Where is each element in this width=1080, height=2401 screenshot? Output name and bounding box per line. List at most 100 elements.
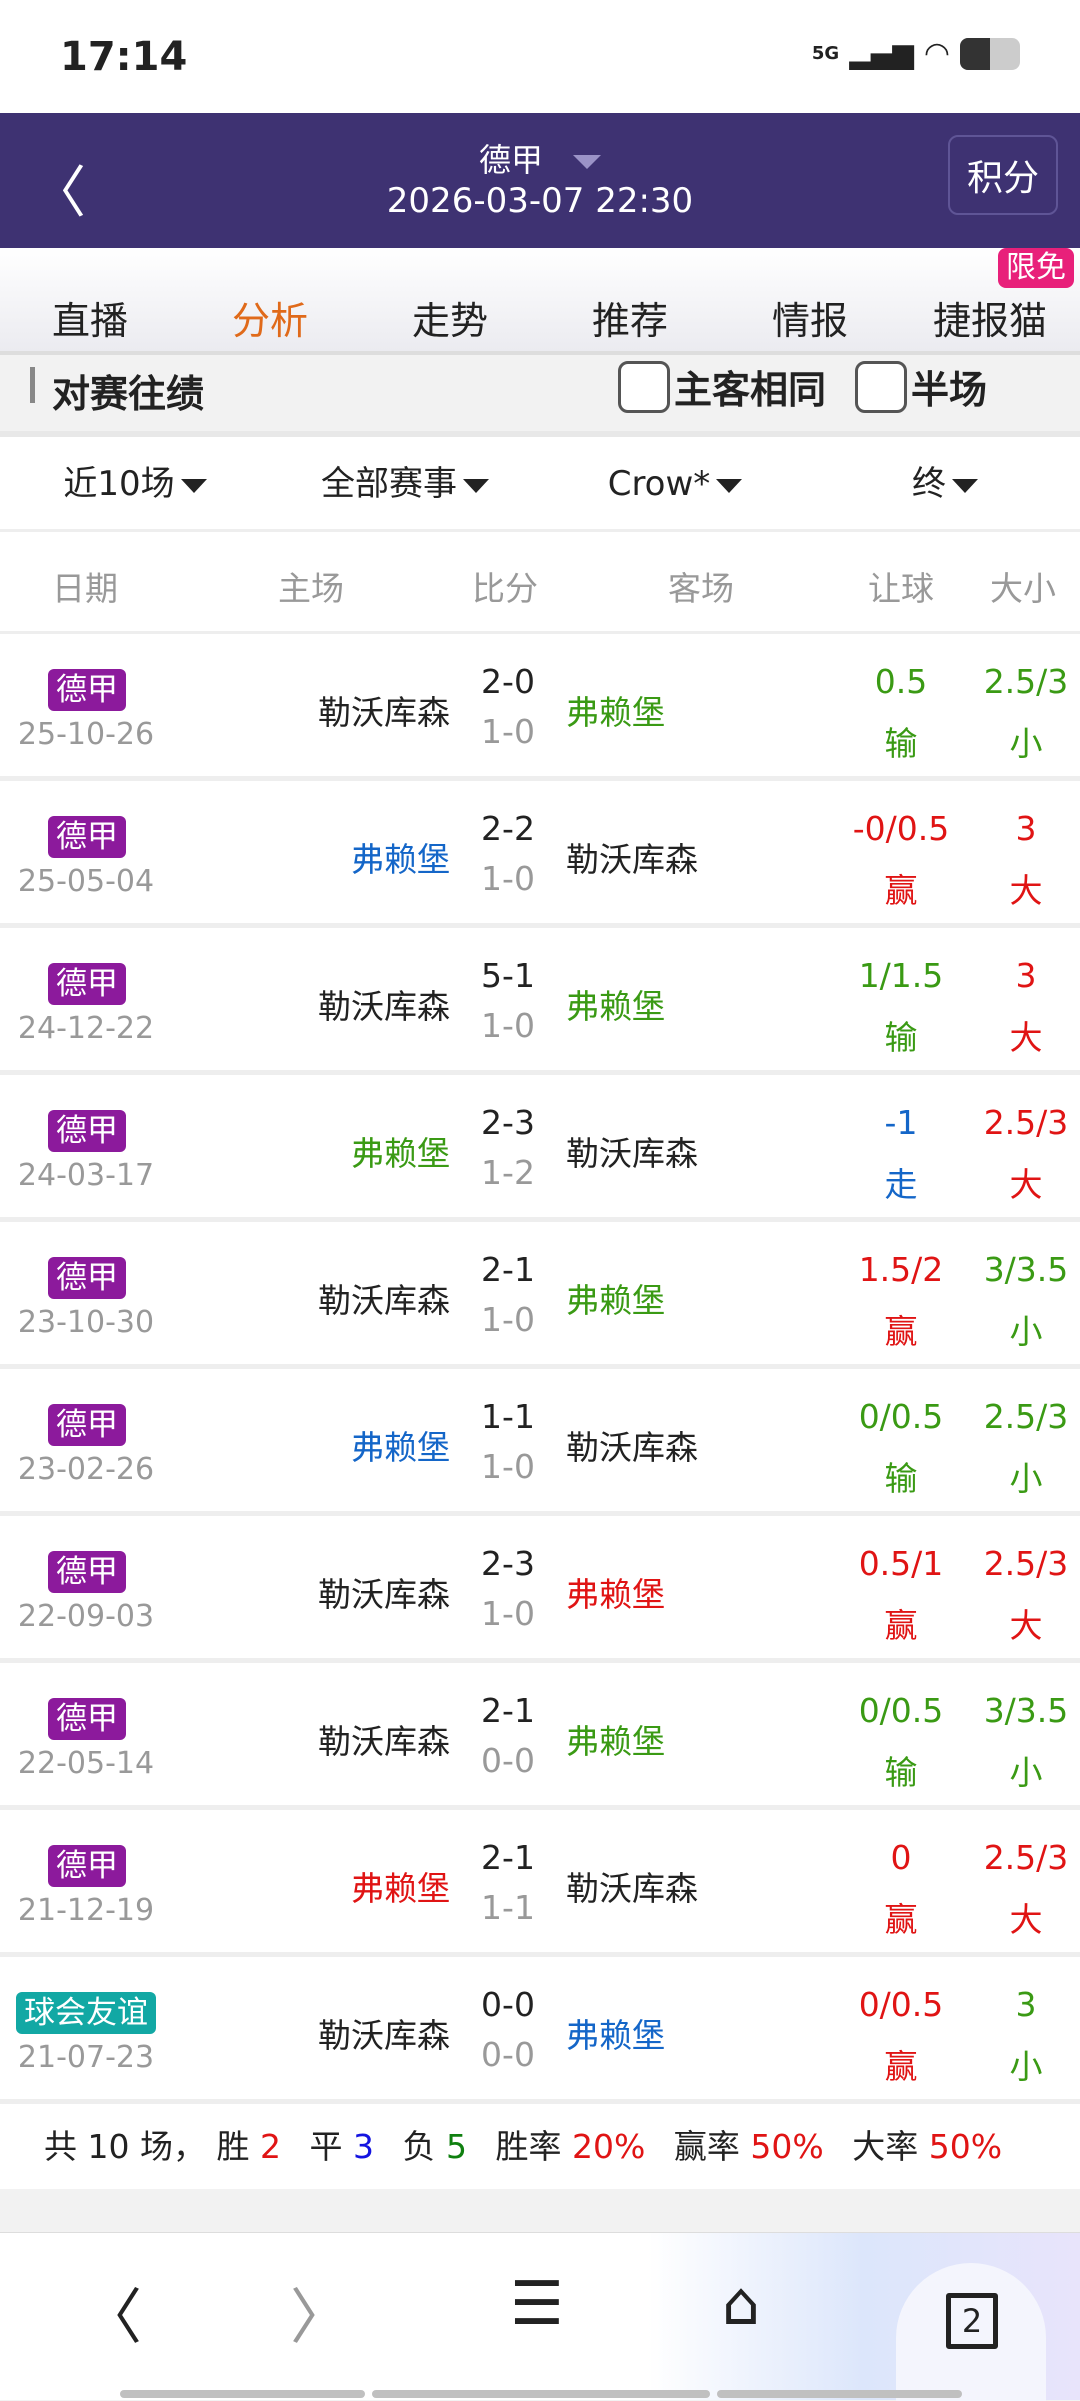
away-team[interactable]: 勒沃库森	[566, 1134, 698, 1173]
half-time-checkbox[interactable]: 半场	[855, 359, 987, 414]
match-header: 〈 德甲 2026-03-07 22:30 积分	[0, 113, 1080, 248]
handicap-result: 输	[884, 1459, 918, 1498]
handicap-result: 赢	[884, 1312, 918, 1351]
checkbox-label: 主客相同	[674, 368, 827, 412]
ou-result: 大	[1009, 1018, 1043, 1057]
league-badge: 德甲	[48, 816, 126, 858]
status-icons: 5G ▂▄▆ ◠	[812, 36, 1020, 71]
home-team[interactable]: 弗赖堡	[351, 840, 450, 879]
handicap-result: 赢	[884, 1606, 918, 1645]
ou-line: 3	[1015, 956, 1037, 995]
ou-line: 3	[1015, 1985, 1037, 2024]
scroll-indicator	[120, 2390, 365, 2398]
table-row[interactable]: 德甲 22-09-03 勒沃库森 2-3 1-0 弗赖堡 0.5/1 赢 2.5…	[0, 1516, 1080, 1663]
league-badge: 德甲	[48, 1845, 126, 1887]
half-time-score: 1-0	[481, 1300, 535, 1339]
home-team[interactable]: 勒沃库森	[318, 1281, 450, 1320]
league-selector[interactable]: 德甲	[0, 135, 1080, 181]
ou-line: 2.5/3	[983, 1544, 1069, 1583]
filter-competition[interactable]: 全部赛事	[270, 437, 540, 529]
home-icon[interactable]: ⌂	[722, 2269, 761, 2339]
match-date: 21-12-19	[17, 1893, 155, 1928]
full-time-score: 1-1	[481, 1397, 535, 1436]
col-score: 比分	[472, 569, 538, 608]
handicap-result: 赢	[884, 2047, 918, 2086]
away-team[interactable]: 弗赖堡	[566, 1281, 665, 1320]
home-team[interactable]: 弗赖堡	[351, 1134, 450, 1173]
away-team[interactable]: 弗赖堡	[566, 987, 665, 1026]
home-team[interactable]: 弗赖堡	[351, 1869, 450, 1908]
home-team[interactable]: 勒沃库森	[318, 987, 450, 1026]
dropdown-icon	[463, 478, 489, 493]
table-row[interactable]: 德甲 21-12-19 弗赖堡 2-1 1-1 勒沃库森 0 赢 2.5/3 大	[0, 1810, 1080, 1957]
league-badge: 德甲	[48, 1404, 126, 1446]
away-team[interactable]: 弗赖堡	[566, 2016, 665, 2055]
same-home-away-checkbox[interactable]: 主客相同	[618, 359, 826, 414]
checkbox-icon[interactable]	[618, 360, 670, 413]
ou-line: 2.5/3	[983, 1838, 1069, 1877]
table-row[interactable]: 德甲 25-10-26 勒沃库森 2-0 1-0 弗赖堡 0.5 输 2.5/3…	[0, 634, 1080, 781]
browser-forward-icon[interactable]: 〉	[290, 2283, 350, 2353]
table-row[interactable]: 德甲 23-10-30 勒沃库森 2-1 1-0 弗赖堡 1.5/2 赢 3/3…	[0, 1222, 1080, 1369]
signal-5g-icon: 5G	[811, 43, 840, 64]
filter-recent-count[interactable]: 近10场	[0, 437, 270, 529]
away-team[interactable]: 弗赖堡	[566, 693, 665, 732]
browser-toolbar: 〈 〉 ☰ ⌂ 2	[0, 2232, 1080, 2401]
back-icon[interactable]: 〈	[30, 161, 86, 226]
table-row[interactable]: 德甲 22-05-14 勒沃库森 2-1 0-0 弗赖堡 0/0.5 输 3/3…	[0, 1663, 1080, 1810]
tab-live[interactable]: 直播	[51, 299, 128, 343]
away-team[interactable]: 弗赖堡	[566, 1575, 665, 1614]
half-time-score: 1-0	[481, 712, 535, 751]
tab-trend[interactable]: 走势	[411, 299, 488, 343]
col-home: 主场	[278, 569, 344, 608]
table-row[interactable]: 德甲 23-02-26 弗赖堡 1-1 1-0 勒沃库森 0/0.5 输 2.5…	[0, 1369, 1080, 1516]
checkbox-icon[interactable]	[855, 360, 907, 413]
tab-intel[interactable]: 情报	[771, 299, 848, 343]
half-time-score: 1-0	[481, 1006, 535, 1045]
section-marker	[30, 367, 35, 403]
full-time-score: 2-1	[481, 1691, 535, 1730]
away-team[interactable]: 勒沃库森	[566, 840, 698, 879]
free-badge: 限免	[998, 248, 1074, 288]
ou-result: 小	[1009, 724, 1043, 763]
draw-label: 平	[309, 2127, 343, 2166]
filter-odds-stage[interactable]: 终	[810, 437, 1080, 529]
home-team[interactable]: 弗赖堡	[351, 1428, 450, 1467]
full-time-score: 0-0	[481, 1985, 535, 2024]
tab-analysis[interactable]: 分析	[231, 299, 308, 343]
points-button[interactable]: 积分	[948, 135, 1058, 215]
tabs-button[interactable]: 2	[896, 2263, 1046, 2401]
half-time-score: 1-0	[481, 859, 535, 898]
table-row[interactable]: 德甲 24-03-17 弗赖堡 2-3 1-2 勒沃库森 -1 走 2.5/3 …	[0, 1075, 1080, 1222]
match-date: 23-02-26	[17, 1452, 155, 1487]
full-time-score: 2-0	[481, 662, 535, 701]
away-team[interactable]: 弗赖堡	[566, 1722, 665, 1761]
away-team[interactable]: 勒沃库森	[566, 1428, 698, 1467]
tab-recommend[interactable]: 推荐	[591, 299, 668, 343]
league-badge: 德甲	[48, 669, 126, 711]
table-row[interactable]: 德甲 24-12-22 勒沃库森 5-1 1-0 弗赖堡 1/1.5 输 3 大	[0, 928, 1080, 1075]
home-team[interactable]: 勒沃库森	[318, 1575, 450, 1614]
table-row[interactable]: 球会友谊 21-07-23 勒沃库森 0-0 0-0 弗赖堡 0/0.5 赢 3…	[0, 1957, 1080, 2104]
filter-label: 终	[912, 464, 946, 504]
ou-line: 3/3.5	[983, 1691, 1069, 1730]
browser-back-icon[interactable]: 〈	[82, 2283, 142, 2353]
match-list: 德甲 25-10-26 勒沃库森 2-0 1-0 弗赖堡 0.5 输 2.5/3…	[0, 634, 1080, 2104]
half-time-score: 1-0	[481, 1447, 535, 1486]
ou-line: 2.5/3	[983, 1397, 1069, 1436]
home-team[interactable]: 勒沃库森	[318, 693, 450, 732]
away-team[interactable]: 勒沃库森	[566, 1869, 698, 1908]
table-row[interactable]: 德甲 25-05-04 弗赖堡 2-2 1-0 勒沃库森 -0/0.5 赢 3 …	[0, 781, 1080, 928]
league-badge: 德甲	[48, 1698, 126, 1740]
ou-line: 2.5/3	[983, 1103, 1069, 1142]
menu-icon[interactable]: ☰	[510, 2269, 564, 2339]
checkbox-label: 半场	[911, 368, 988, 412]
tab-jiebaomao[interactable]: 捷报猫	[932, 299, 1047, 343]
half-time-score: 1-2	[481, 1153, 535, 1192]
match-date: 25-05-04	[17, 864, 155, 899]
handicap-line: 0.5	[874, 662, 928, 701]
home-team[interactable]: 勒沃库森	[318, 2016, 450, 2055]
filter-bookmaker[interactable]: Crow*	[540, 437, 810, 529]
home-team[interactable]: 勒沃库森	[318, 1722, 450, 1761]
scroll-indicator	[717, 2390, 962, 2398]
